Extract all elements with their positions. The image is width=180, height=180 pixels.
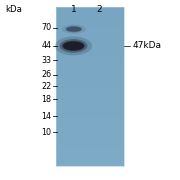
Text: 10: 10: [41, 128, 51, 137]
Text: 2: 2: [96, 4, 102, 14]
Bar: [56, 142, 124, 145]
Bar: [56, 36, 124, 39]
Bar: [56, 102, 124, 105]
Bar: [56, 137, 124, 139]
Bar: [56, 23, 124, 26]
Bar: [56, 63, 124, 65]
Text: 70: 70: [41, 23, 51, 32]
Bar: [56, 158, 124, 160]
Bar: [56, 12, 124, 15]
Bar: [56, 50, 124, 52]
Text: 1: 1: [71, 4, 77, 14]
Bar: [56, 123, 124, 126]
Text: 44: 44: [41, 41, 51, 50]
Text: kDa: kDa: [5, 4, 22, 14]
Bar: [56, 55, 124, 57]
Bar: [56, 115, 124, 118]
Ellipse shape: [55, 36, 92, 55]
Bar: [56, 160, 124, 163]
Text: 22: 22: [41, 82, 51, 91]
Ellipse shape: [62, 25, 86, 34]
Bar: [56, 126, 124, 129]
Bar: [56, 150, 124, 152]
Bar: [56, 42, 124, 44]
Bar: [56, 94, 124, 97]
Text: 26: 26: [41, 70, 51, 79]
Bar: [56, 86, 124, 89]
Bar: [56, 76, 124, 78]
Bar: [56, 34, 124, 36]
Bar: [56, 15, 124, 18]
Ellipse shape: [59, 39, 87, 53]
Bar: [56, 145, 124, 147]
Bar: [56, 129, 124, 131]
Bar: [56, 92, 124, 94]
Bar: [56, 97, 124, 100]
Bar: [56, 39, 124, 42]
Bar: [56, 163, 124, 166]
Bar: [56, 65, 124, 68]
Bar: [56, 31, 124, 34]
Bar: [56, 10, 124, 12]
Bar: [56, 100, 124, 102]
Bar: [56, 73, 124, 76]
Text: 33: 33: [41, 56, 51, 65]
Text: 18: 18: [41, 94, 51, 103]
Bar: [56, 60, 124, 63]
Bar: [56, 147, 124, 150]
Bar: [56, 105, 124, 107]
Bar: [56, 52, 124, 55]
Bar: [56, 113, 124, 115]
Bar: [56, 7, 124, 166]
Bar: [56, 134, 124, 137]
Bar: [56, 47, 124, 50]
Bar: [56, 78, 124, 81]
Bar: [56, 107, 124, 110]
Ellipse shape: [62, 41, 85, 51]
Bar: [56, 89, 124, 92]
Ellipse shape: [66, 27, 81, 32]
Bar: [56, 155, 124, 158]
Bar: [56, 26, 124, 28]
Bar: [56, 131, 124, 134]
Bar: [56, 68, 124, 71]
Bar: [56, 71, 124, 73]
Text: 14: 14: [41, 112, 51, 121]
Bar: [56, 57, 124, 60]
Bar: [56, 152, 124, 155]
Bar: [56, 28, 124, 31]
Bar: [56, 84, 124, 86]
Text: 47kDa: 47kDa: [132, 41, 161, 50]
Bar: [56, 118, 124, 121]
Bar: [56, 121, 124, 123]
Ellipse shape: [65, 26, 82, 32]
Ellipse shape: [63, 42, 84, 50]
Bar: [56, 139, 124, 142]
Bar: [56, 18, 124, 20]
Bar: [56, 110, 124, 113]
Bar: [56, 7, 124, 10]
Bar: [56, 44, 124, 47]
Bar: [56, 81, 124, 84]
Bar: [56, 20, 124, 23]
